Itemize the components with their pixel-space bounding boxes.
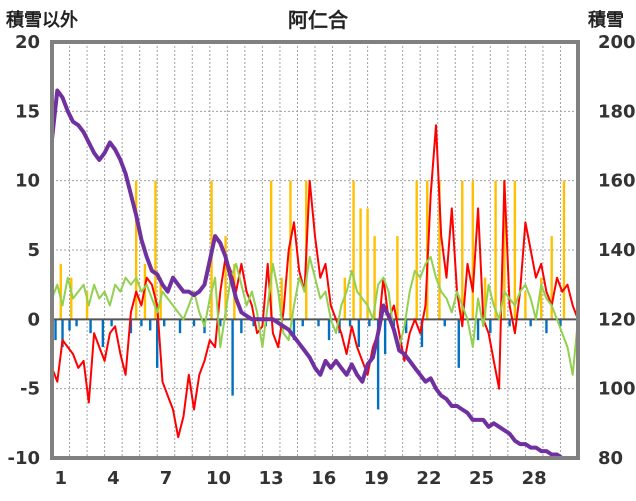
bar-mark [59, 263, 62, 320]
y-left-tick-label: 0 [27, 309, 40, 330]
bar-mark [317, 319, 320, 327]
bar-mark [140, 319, 143, 327]
bar-mark [529, 319, 532, 327]
bar-mark [513, 180, 517, 320]
bar-mark [224, 236, 227, 320]
bar-mark [359, 208, 362, 320]
x-tick-label: 7 [160, 468, 173, 489]
bar-mark [85, 291, 89, 320]
y-right-tick-label: 80 [598, 448, 623, 469]
bar-mark [373, 236, 376, 320]
y-right-tick-label: 180 [598, 101, 636, 122]
y-left-tick-label: 15 [15, 101, 40, 122]
bar-mark [357, 319, 361, 348]
bar-mark [348, 319, 352, 327]
bar-mark [240, 319, 243, 334]
y-right-tick-label: 120 [598, 309, 636, 330]
bar-mark [559, 319, 562, 327]
bar-mark [443, 319, 446, 327]
bar-mark [75, 319, 78, 327]
bar-mark [483, 277, 487, 320]
y-right-tick-label: 100 [598, 379, 636, 400]
y-left-tick-label: -10 [7, 448, 40, 469]
x-tick-label: 25 [469, 468, 494, 489]
x-tick-label: 4 [107, 468, 120, 489]
x-tick-label: 22 [416, 468, 441, 489]
bar-mark [366, 208, 369, 320]
bar-mark [461, 180, 464, 320]
bar-mark [550, 236, 553, 320]
chart-title: 阿仁合 [288, 8, 348, 32]
bar-mark [252, 319, 255, 327]
snow-depth-line [50, 88, 580, 460]
bar-mark [301, 319, 304, 327]
bar-mark [524, 291, 527, 320]
bar-mark [457, 319, 460, 368]
right-axis-label: 積雪 [588, 10, 624, 31]
bar-mark [156, 319, 159, 368]
bar-mark [420, 319, 424, 348]
x-tick-label: 13 [259, 468, 284, 489]
x-tick-label: 28 [522, 468, 547, 489]
y-left-tick-label: 20 [15, 32, 40, 53]
bar-mark [508, 319, 511, 327]
bar-mark [489, 319, 492, 334]
bar-mark [327, 319, 331, 341]
y-right-tick-label: 200 [598, 32, 636, 53]
bar-mark [503, 180, 506, 320]
bar-mark [129, 319, 133, 334]
bar-mark [269, 180, 273, 320]
bar-mark [352, 180, 355, 320]
bar-mark [61, 319, 64, 348]
bar-mark [89, 319, 92, 334]
bar-mark [292, 319, 296, 341]
bar-mark [415, 180, 418, 320]
bar-mark [154, 180, 157, 320]
bar-mark [392, 319, 396, 327]
bar-mark [383, 319, 387, 354]
y-left-tick-label: 10 [15, 171, 40, 192]
bar-mark [376, 319, 380, 410]
bar-mark [396, 236, 399, 320]
bar-mark [476, 319, 480, 341]
plot-frame [50, 40, 580, 460]
x-tick-label: 19 [364, 468, 389, 489]
y-right-tick-label: 160 [598, 171, 636, 192]
y-right-tick-label: 140 [598, 240, 636, 261]
bar-mark [471, 180, 474, 320]
series-line [51, 124, 579, 439]
bar-mark [231, 319, 234, 396]
bar-mark [163, 319, 166, 327]
bar-mark [494, 180, 497, 320]
bar-mark [289, 180, 292, 320]
bar-mark [562, 180, 566, 320]
bar-mark [192, 319, 196, 327]
bar-mark [101, 319, 105, 348]
y-left-tick-label: -5 [20, 379, 40, 400]
x-tick-label: 16 [311, 468, 336, 489]
bar-mark [404, 319, 408, 334]
bar-mark [539, 277, 543, 320]
bar-mark [178, 319, 182, 334]
bar-mark [219, 319, 222, 327]
bar-mark [280, 277, 283, 320]
left-axis-label: 積雪以外 [6, 10, 78, 31]
bar-mark [68, 319, 71, 331]
series-line [51, 255, 579, 376]
bar-mark [54, 319, 57, 341]
bar-mark [134, 180, 138, 320]
y-left-tick-label: 5 [27, 240, 40, 261]
bar-mark [438, 180, 441, 320]
bar-mark [545, 319, 548, 334]
x-tick-label: 10 [206, 468, 231, 489]
bar-mark [368, 319, 371, 327]
bar-mark [148, 319, 152, 331]
bar-mark [70, 277, 73, 320]
x-tick-label: 1 [55, 468, 68, 489]
bar-mark [110, 319, 113, 327]
